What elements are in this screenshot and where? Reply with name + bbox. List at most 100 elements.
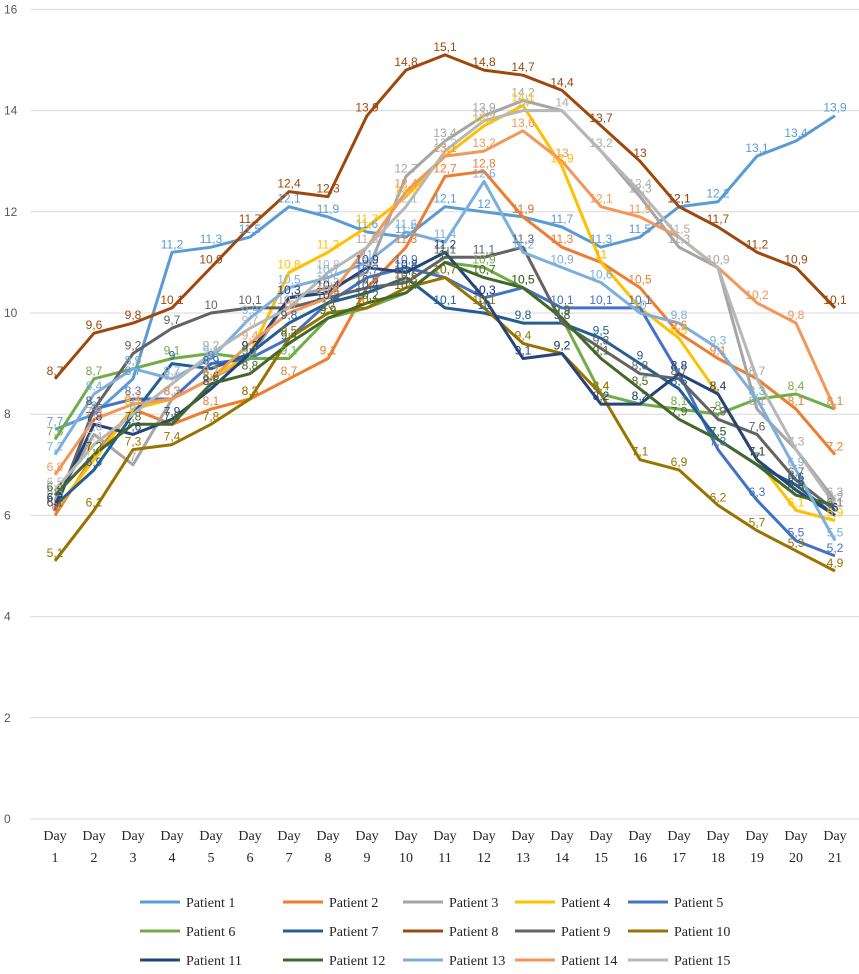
data-label: 13,1: [433, 141, 457, 155]
data-label: 8,3: [164, 384, 181, 398]
data-label: 9,9: [242, 303, 259, 317]
data-label: 5,1: [47, 546, 64, 560]
y-tick-label: 0: [4, 812, 11, 826]
data-label: 10,1: [277, 293, 301, 307]
data-label: 11,2: [161, 237, 184, 251]
x-tick-label-number: 4: [169, 851, 176, 866]
legend-label: Patient 5: [674, 896, 723, 911]
data-label: 9,1: [710, 344, 727, 358]
data-label: 8,8: [671, 359, 688, 373]
data-label: 9,8: [671, 308, 688, 322]
data-label: 8,4: [86, 379, 103, 393]
data-label: 10,7: [394, 263, 418, 277]
data-label: 8,7: [125, 364, 142, 378]
series-lines: [53, 53, 837, 573]
x-tick-label-number: 19: [750, 851, 764, 866]
data-label: 6,1: [47, 495, 64, 509]
legend-label: Patient 11: [186, 954, 242, 969]
data-label: 9,7: [242, 313, 259, 327]
data-label: 9,3: [593, 333, 610, 347]
x-tick-label-day: Day: [43, 829, 66, 844]
data-label: 9,1: [281, 344, 298, 358]
data-label: 11,4: [434, 227, 457, 241]
data-label: 11,3: [200, 232, 223, 246]
y-tick-label: 8: [4, 407, 11, 421]
data-label: 12,1: [394, 192, 418, 206]
y-tick-label: 16: [4, 2, 18, 16]
data-label: 13,2: [589, 136, 613, 150]
legend-label: Patient 15: [674, 954, 730, 969]
data-label: 9,8: [554, 308, 571, 322]
data-label: 9,8: [788, 308, 805, 322]
data-label: 6,5: [788, 475, 805, 489]
data-label: 12,4: [277, 177, 301, 191]
data-label: 11,5: [395, 222, 418, 236]
data-label: 9,2: [125, 338, 142, 352]
x-tick-label-number: 7: [286, 851, 293, 866]
data-label: 5,5: [788, 526, 805, 540]
data-label: 11,5: [668, 222, 691, 236]
data-label: 11,5: [239, 222, 262, 236]
x-tick-label-day: Day: [199, 829, 222, 844]
x-tick-label-number: 16: [633, 851, 647, 866]
data-label: 11: [595, 247, 608, 261]
data-label: 11,3: [356, 232, 379, 246]
data-label: 10,3: [277, 283, 301, 297]
data-label: 11,2: [746, 237, 769, 251]
data-label: 7,1: [749, 445, 766, 459]
data-label: 14: [555, 96, 569, 110]
x-tick-label-day: Day: [745, 829, 768, 844]
data-label: 13: [633, 146, 647, 160]
data-label: 7,9: [164, 404, 181, 418]
data-label: 9,1: [242, 344, 259, 358]
data-label: 14: [516, 96, 530, 110]
data-label: 6,6: [788, 470, 805, 484]
data-label: 9,2: [242, 338, 259, 352]
data-label: 5,3: [788, 536, 805, 550]
data-label: 12,1: [277, 192, 301, 206]
x-tick-label-number: 21: [828, 851, 842, 866]
data-label: 9,5: [281, 323, 298, 337]
x-axis-ticks: Day 1 Day 2 Day 3 Day 4 Day 5 Day 6 Day 7 Day 8 Day 9 Day 1…: [43, 829, 846, 866]
x-tick-label-number: 12: [477, 851, 491, 866]
data-label: 9: [169, 349, 176, 363]
data-label: 6,2: [827, 490, 844, 504]
data-label: 10: [633, 298, 647, 312]
data-label: 12,3: [394, 182, 418, 196]
legend-label: Patient 13: [449, 954, 505, 969]
data-label: 8,9: [125, 354, 142, 368]
data-label: 9,2: [554, 338, 571, 352]
data-label: 7,1: [86, 445, 103, 459]
legend-label: Patient 1: [186, 896, 235, 911]
data-label: 8,2: [125, 389, 142, 403]
data-label: 11: [595, 247, 608, 261]
data-label: 8,6: [203, 369, 220, 383]
data-label: 7,2: [86, 440, 103, 454]
x-tick-label-number: 10: [399, 851, 413, 866]
data-label: 12: [477, 197, 491, 211]
series-line-patient-9: [53, 245, 836, 512]
data-label: 7,3: [788, 435, 805, 449]
data-label: 9,5: [671, 323, 688, 337]
data-label: 8,4: [593, 379, 610, 393]
x-tick-label-number: 6: [247, 851, 254, 866]
data-label: 5,7: [749, 516, 766, 530]
data-label: 13,9: [823, 101, 847, 115]
data-label: 6,3: [827, 485, 844, 499]
data-label: 13,9: [355, 101, 379, 115]
data-label: 10: [321, 298, 335, 312]
data-label: 7,6: [125, 419, 142, 433]
legend-label: Patient 7: [329, 925, 378, 940]
data-label: 12,3: [316, 182, 340, 196]
data-label: 8,3: [164, 384, 181, 398]
data-label: 8,5: [671, 374, 688, 388]
data-label: 12,4: [628, 177, 652, 191]
data-label: 10,4: [394, 278, 418, 292]
data-label: 7,2: [47, 440, 64, 454]
data-label: 10,1: [238, 293, 262, 307]
data-label: 6,2: [710, 490, 727, 504]
data-label: 8,7: [86, 364, 103, 378]
data-label: 13,4: [784, 126, 808, 140]
x-tick-label-day: Day: [511, 829, 534, 844]
